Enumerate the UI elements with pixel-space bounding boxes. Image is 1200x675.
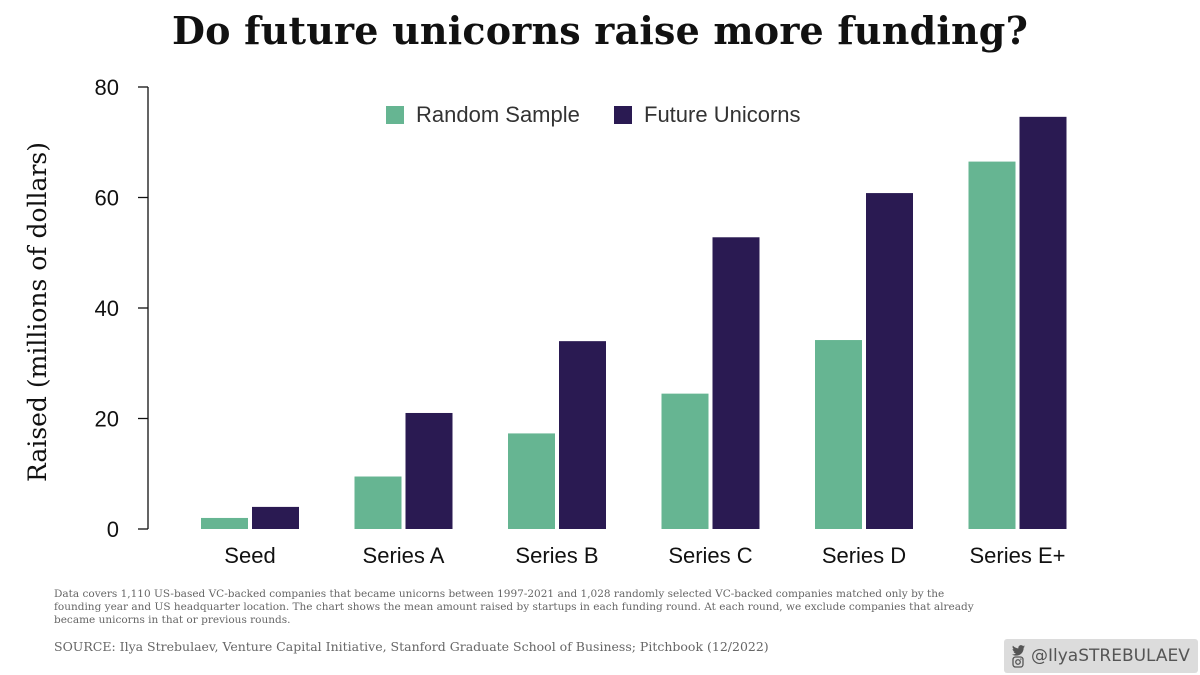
bar-future-unicorns-series-a xyxy=(405,412,453,529)
y-tick-label: 20 xyxy=(95,407,119,432)
bar-future-unicorns-series-e- xyxy=(1019,116,1067,530)
social-icons xyxy=(1008,644,1028,668)
bars xyxy=(201,116,1067,530)
twitter-icon xyxy=(1011,644,1025,656)
x-tick-label: Series D xyxy=(822,543,906,568)
chart-title: Do future unicorns raise more funding? xyxy=(171,8,1029,53)
legend: Random Sample Future Unicorns xyxy=(386,102,801,127)
x-tick-label: Series C xyxy=(668,543,752,568)
bar-future-unicorns-seed xyxy=(252,506,299,529)
category-labels: Seed Series A Series B Series C Series D Seri… xyxy=(224,543,1065,568)
instagram-icon xyxy=(1012,655,1024,668)
legend-swatch xyxy=(614,106,632,124)
y-tick-label: 0 xyxy=(107,517,119,542)
bar-random-sample-series-b xyxy=(508,433,555,529)
legend-label: Future Unicorns xyxy=(644,102,801,127)
bar-future-unicorns-series-b xyxy=(559,341,606,529)
x-tick-label: Series E+ xyxy=(970,543,1066,568)
legend-swatch xyxy=(386,106,404,124)
y-tick-label: 60 xyxy=(95,186,119,211)
bar-random-sample-series-d xyxy=(815,340,862,529)
social-handle-badge[interactable]: @IlyaSTREBULAEV xyxy=(1004,639,1198,673)
bar-random-sample-series-e- xyxy=(968,161,1016,529)
legend-label: Random Sample xyxy=(416,102,580,127)
social-handle: @IlyaSTREBULAEV xyxy=(1031,646,1190,666)
x-tick-label: Series A xyxy=(363,543,445,568)
y-tick-label: 40 xyxy=(95,296,119,321)
x-tick-label: Series B xyxy=(515,543,598,568)
bar-random-sample-seed xyxy=(201,517,248,529)
y-axis-label: Raised (millions of dollars) xyxy=(23,142,52,482)
footnote: Data covers 1,110 US-based VC-backed com… xyxy=(54,588,974,626)
y-tick-label: 80 xyxy=(95,75,119,100)
source-note: SOURCE: Ilya Strebulaev, Venture Capital… xyxy=(54,639,769,654)
bar-random-sample-series-a xyxy=(354,476,402,529)
bar-future-unicorns-series-c xyxy=(712,237,760,529)
x-tick-label: Seed xyxy=(224,543,275,568)
bar-random-sample-series-c xyxy=(661,393,709,529)
y-axis: 0 20 40 60 80 xyxy=(95,75,149,542)
bar-future-unicorns-series-d xyxy=(866,193,913,529)
